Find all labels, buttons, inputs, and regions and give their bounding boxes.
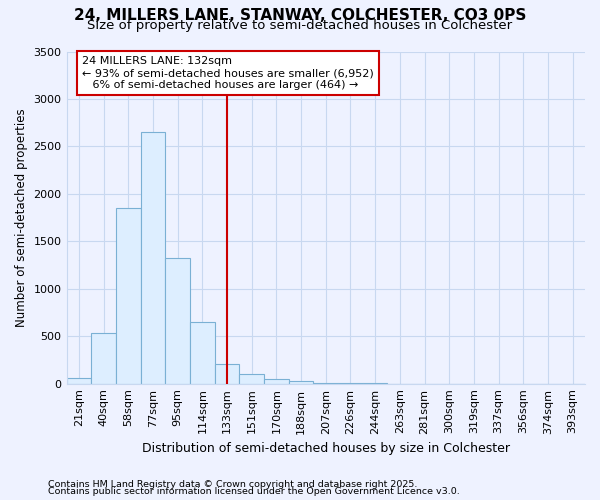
Text: Contains HM Land Registry data © Crown copyright and database right 2025.: Contains HM Land Registry data © Crown c… — [48, 480, 418, 489]
Y-axis label: Number of semi-detached properties: Number of semi-detached properties — [15, 108, 28, 327]
Bar — [215, 364, 239, 384]
Bar — [264, 379, 289, 384]
Bar — [239, 374, 264, 384]
Bar — [140, 132, 165, 384]
Bar — [313, 382, 338, 384]
Text: Contains public sector information licensed under the Open Government Licence v3: Contains public sector information licen… — [48, 487, 460, 496]
Text: 24, MILLERS LANE, STANWAY, COLCHESTER, CO3 0PS: 24, MILLERS LANE, STANWAY, COLCHESTER, C… — [74, 8, 526, 22]
Text: 24 MILLERS LANE: 132sqm
← 93% of semi-detached houses are smaller (6,952)
   6% : 24 MILLERS LANE: 132sqm ← 93% of semi-de… — [82, 56, 374, 90]
Bar — [91, 334, 116, 384]
Bar — [165, 258, 190, 384]
X-axis label: Distribution of semi-detached houses by size in Colchester: Distribution of semi-detached houses by … — [142, 442, 510, 455]
Bar — [190, 322, 215, 384]
Bar — [67, 378, 91, 384]
Bar — [289, 382, 313, 384]
Bar — [116, 208, 140, 384]
Text: Size of property relative to semi-detached houses in Colchester: Size of property relative to semi-detach… — [88, 18, 512, 32]
